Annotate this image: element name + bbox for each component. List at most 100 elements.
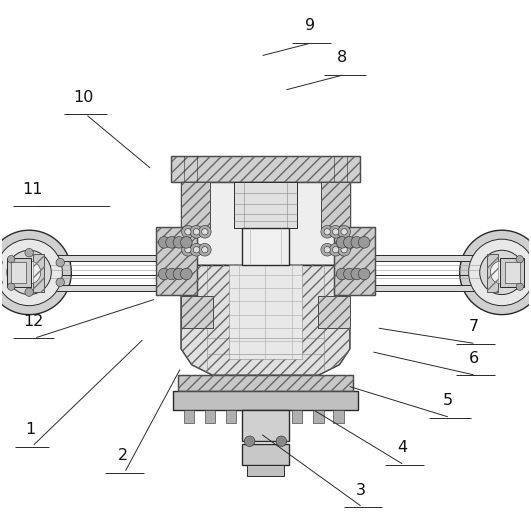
- Bar: [350, 255, 490, 261]
- Bar: [292, 409, 303, 423]
- Text: 2: 2: [118, 449, 128, 463]
- Bar: [334, 226, 375, 295]
- Circle shape: [341, 247, 347, 253]
- Bar: [228, 264, 303, 360]
- Circle shape: [0, 258, 2, 267]
- Circle shape: [7, 256, 15, 263]
- Bar: [173, 391, 358, 409]
- Bar: [170, 157, 361, 181]
- Text: 5: 5: [442, 393, 452, 408]
- Bar: [242, 444, 289, 465]
- Bar: [33, 254, 44, 292]
- Circle shape: [182, 243, 194, 256]
- Text: 1: 1: [25, 422, 36, 437]
- Bar: [247, 465, 284, 476]
- Circle shape: [338, 225, 350, 238]
- Circle shape: [25, 288, 33, 296]
- Circle shape: [324, 247, 330, 253]
- Text: 4: 4: [398, 441, 408, 455]
- Circle shape: [18, 261, 41, 284]
- Circle shape: [460, 230, 531, 315]
- Bar: [321, 181, 350, 227]
- Polygon shape: [181, 264, 350, 375]
- Bar: [313, 409, 323, 423]
- Bar: [181, 181, 210, 227]
- Text: 12: 12: [23, 314, 44, 329]
- Bar: [487, 254, 498, 292]
- Circle shape: [336, 268, 348, 280]
- Bar: [321, 181, 350, 227]
- Circle shape: [173, 268, 185, 280]
- Circle shape: [202, 229, 208, 235]
- Bar: [487, 254, 498, 292]
- Circle shape: [358, 268, 370, 280]
- Bar: [156, 226, 197, 295]
- Bar: [205, 409, 216, 423]
- Circle shape: [336, 236, 348, 248]
- Circle shape: [7, 283, 15, 290]
- Circle shape: [516, 256, 524, 263]
- Circle shape: [0, 239, 62, 306]
- Text: 10: 10: [73, 89, 93, 105]
- Circle shape: [358, 236, 370, 248]
- Bar: [350, 285, 490, 291]
- Circle shape: [341, 229, 347, 235]
- Circle shape: [276, 436, 287, 446]
- Bar: [11, 262, 26, 283]
- Bar: [318, 296, 350, 328]
- Bar: [7, 258, 31, 287]
- Circle shape: [181, 236, 192, 248]
- Circle shape: [190, 243, 203, 256]
- Circle shape: [190, 225, 203, 238]
- Circle shape: [56, 258, 64, 267]
- Circle shape: [344, 268, 355, 280]
- Circle shape: [193, 229, 200, 235]
- Bar: [318, 296, 350, 328]
- Text: 7: 7: [469, 319, 479, 334]
- Circle shape: [490, 261, 513, 284]
- Bar: [226, 409, 236, 423]
- Bar: [170, 157, 361, 181]
- Circle shape: [479, 250, 524, 295]
- Text: 9: 9: [305, 19, 315, 33]
- Circle shape: [181, 268, 192, 280]
- Circle shape: [166, 236, 177, 248]
- Circle shape: [182, 225, 194, 238]
- Text: 6: 6: [469, 351, 479, 366]
- Bar: [178, 375, 353, 391]
- Circle shape: [56, 278, 64, 287]
- Circle shape: [193, 247, 200, 253]
- Bar: [500, 258, 524, 287]
- Circle shape: [329, 225, 342, 238]
- Bar: [181, 181, 210, 227]
- Circle shape: [7, 250, 52, 295]
- Circle shape: [324, 229, 330, 235]
- Circle shape: [321, 243, 333, 256]
- Circle shape: [244, 436, 255, 446]
- Bar: [247, 409, 258, 423]
- Bar: [33, 254, 44, 292]
- Circle shape: [338, 243, 350, 256]
- Bar: [242, 409, 289, 441]
- Bar: [234, 181, 297, 227]
- Bar: [334, 226, 375, 295]
- Bar: [242, 227, 289, 264]
- Circle shape: [469, 239, 531, 306]
- Circle shape: [344, 236, 355, 248]
- Circle shape: [202, 247, 208, 253]
- Bar: [178, 375, 353, 391]
- Circle shape: [329, 243, 342, 256]
- Bar: [41, 285, 181, 291]
- Circle shape: [185, 229, 191, 235]
- Circle shape: [158, 236, 170, 248]
- Bar: [505, 262, 520, 283]
- Circle shape: [173, 236, 185, 248]
- Circle shape: [351, 236, 363, 248]
- Bar: [333, 409, 344, 423]
- Circle shape: [332, 247, 339, 253]
- Text: 8: 8: [337, 50, 347, 65]
- Text: 3: 3: [355, 482, 365, 498]
- Circle shape: [0, 278, 2, 287]
- Bar: [156, 226, 197, 295]
- Circle shape: [158, 268, 170, 280]
